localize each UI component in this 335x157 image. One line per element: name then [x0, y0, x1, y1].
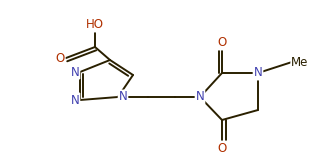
Text: O: O [217, 36, 226, 49]
Text: Me: Me [291, 56, 309, 68]
Text: N: N [71, 65, 79, 78]
Text: HO: HO [86, 19, 104, 32]
Text: N: N [71, 94, 79, 106]
Text: N: N [119, 90, 127, 103]
Text: N: N [196, 90, 204, 103]
Text: O: O [55, 51, 65, 65]
Text: N: N [254, 67, 262, 79]
Text: O: O [217, 141, 226, 154]
